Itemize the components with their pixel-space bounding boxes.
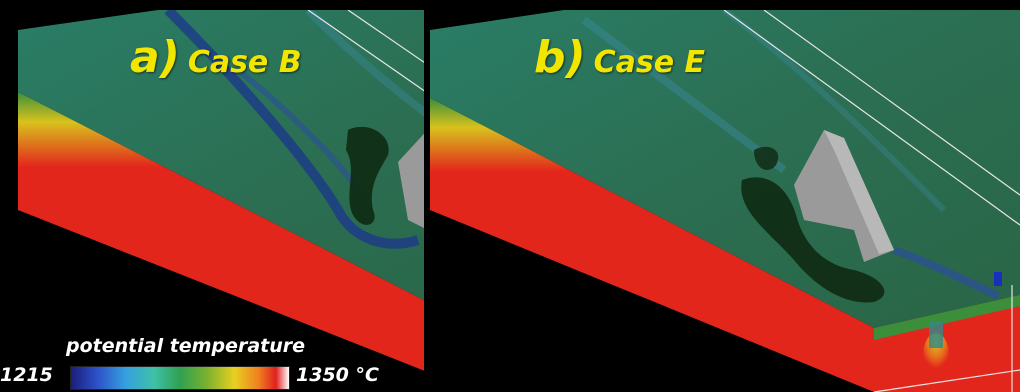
cold-isosurface <box>346 126 389 225</box>
panel-label-a: a) Case B <box>130 32 302 83</box>
cold-isosurface-2 <box>754 146 779 170</box>
bounding-box <box>723 10 1020 392</box>
cold-streak <box>164 10 420 249</box>
plume-stem <box>929 322 943 348</box>
side-face <box>18 92 478 392</box>
trench-band <box>892 246 1001 300</box>
front-face-top <box>874 295 1020 340</box>
panel-letter: b) <box>534 32 586 83</box>
panel-label-b: b) Case E <box>534 32 705 83</box>
colorbar-gradient <box>70 366 290 390</box>
side-face <box>430 98 874 392</box>
temperature-model-render <box>430 10 1020 392</box>
slab-highlight <box>824 130 894 254</box>
colorbar-title: potential temperature <box>66 335 306 357</box>
blue-marker <box>994 272 1002 286</box>
cool-streak-2 <box>722 10 947 213</box>
panel-case-e: b) Case E <box>424 10 1020 392</box>
panel-letter: a) <box>130 32 180 83</box>
colorbar: potential temperature 1215 1350 °C <box>0 335 379 392</box>
panel-case-name: Case E <box>593 45 706 80</box>
panel-case-name: Case B <box>187 45 302 80</box>
colorbar-max-label: 1350 °C <box>296 364 379 386</box>
colorbar-min-label: 1215 <box>0 364 53 386</box>
cold-streak-2 <box>236 67 361 192</box>
cold-isosurface <box>741 177 885 303</box>
